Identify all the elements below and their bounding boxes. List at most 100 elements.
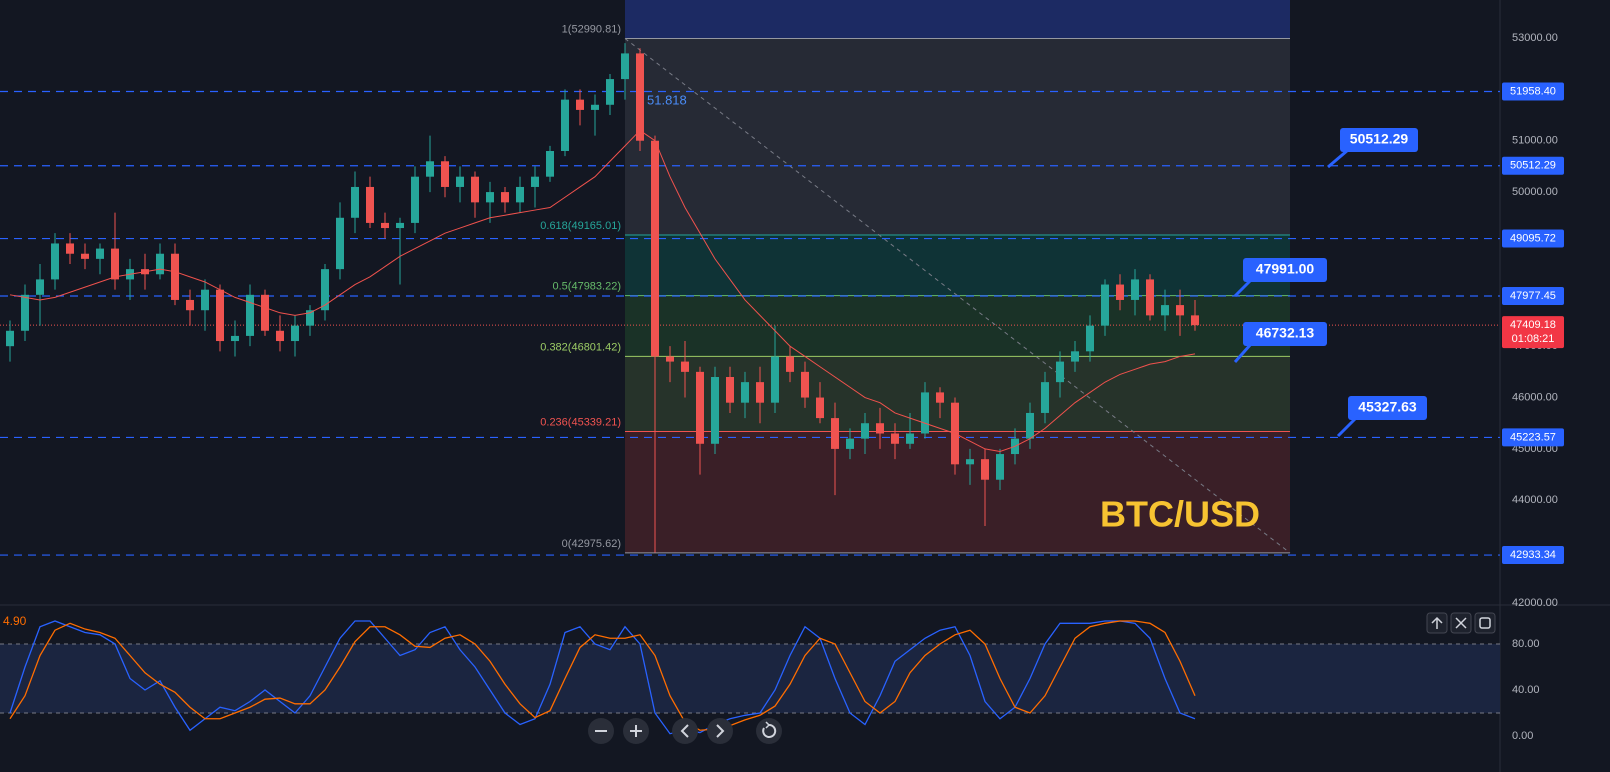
candle-body: [501, 192, 509, 203]
candle-body: [936, 392, 944, 403]
candle-body: [1146, 279, 1154, 316]
fib-zone: [625, 295, 1290, 357]
candle-body: [546, 151, 554, 177]
candle-body: [36, 279, 44, 295]
candle-body: [471, 176, 479, 203]
stoch-band: [0, 644, 1500, 713]
candle-body: [996, 454, 1004, 480]
callout-pointer: [1233, 343, 1253, 363]
pane-maximize-button[interactable]: [1474, 612, 1496, 634]
stoch-tick-label: 40.00: [1512, 684, 1540, 696]
candle-body: [771, 356, 779, 403]
stoch-tick-label: 0.00: [1512, 730, 1533, 742]
stoch-tick-label: 80.00: [1512, 638, 1540, 650]
callout-pointer: [1327, 148, 1349, 169]
candle-body: [981, 459, 989, 480]
candle-body: [456, 176, 464, 187]
candle-body: [846, 438, 854, 449]
y-tick-label: 50000.00: [1512, 186, 1558, 198]
zoom-in-button[interactable]: [623, 718, 649, 744]
candle-body: [156, 253, 164, 275]
candle-body: [1071, 351, 1079, 362]
candle-body: [1056, 361, 1064, 383]
candle-body: [1101, 284, 1109, 326]
price-label: 49095.72: [1510, 232, 1556, 244]
candle-body: [651, 140, 659, 357]
reset-button[interactable]: [756, 718, 782, 744]
y-tick-label: 42000.00: [1512, 597, 1558, 609]
candle-body: [531, 176, 539, 187]
candle-body: [81, 253, 89, 259]
callout-label: 47991.00: [1256, 261, 1315, 277]
candle-body: [1191, 315, 1199, 326]
price-label-box: [1502, 82, 1564, 101]
candle-body: [66, 243, 74, 254]
candle-body: [321, 269, 329, 311]
candle-body: [366, 186, 374, 223]
price-label: 51958.40: [1510, 85, 1556, 97]
last-price-label: 47409.18: [1510, 319, 1556, 331]
zoom-out-button[interactable]: [588, 718, 614, 744]
y-tick-label: 44000.00: [1512, 494, 1558, 506]
price-label-box: [1502, 546, 1564, 565]
candle-body: [246, 294, 254, 336]
fib-label: 0(42975.62): [562, 538, 621, 550]
candle-body: [186, 299, 194, 311]
candle-body: [906, 433, 914, 444]
candle-body: [666, 356, 674, 362]
candle-body: [381, 222, 389, 229]
candle-body: [96, 248, 104, 259]
callout-label: 45327.63: [1358, 399, 1417, 415]
candle-body: [726, 377, 734, 403]
candle-body: [681, 361, 689, 372]
candle-body: [861, 423, 869, 439]
candle-body: [21, 294, 29, 331]
scroll-left-button[interactable]: [672, 718, 698, 744]
candle-body: [51, 243, 59, 280]
candle-body: [561, 99, 569, 151]
candle-body: [801, 371, 809, 398]
callout-label: 50512.29: [1350, 131, 1409, 147]
candle-body: [171, 253, 179, 300]
callout-pointer: [1233, 278, 1253, 298]
candle-body: [921, 392, 929, 434]
candle-body: [606, 79, 614, 105]
candle-body: [741, 382, 749, 403]
candle-body: [816, 397, 824, 419]
scroll-right-button[interactable]: [707, 718, 733, 744]
price-label-box: [1502, 156, 1564, 175]
stoch-value: 4.90: [3, 614, 27, 628]
price-label: 47977.45: [1510, 290, 1556, 302]
candle-body: [966, 459, 974, 465]
candle-body: [306, 310, 314, 326]
candle-body: [876, 423, 884, 434]
pane-up-button[interactable]: [1426, 612, 1448, 634]
y-tick-label: 51000.00: [1512, 135, 1558, 147]
candle-body: [621, 53, 629, 80]
stoch-line: [9, 620, 1196, 735]
price-label: 45223.57: [1510, 431, 1556, 443]
fib-zone: [625, 234, 1290, 296]
candle-body: [1086, 325, 1094, 352]
fib-label: 0.618(49165.01): [540, 220, 621, 232]
candle-body: [231, 335, 239, 342]
moving-average: [9, 129, 1196, 452]
fib-label: 1(52990.81): [562, 23, 621, 35]
price-label-box: [1502, 428, 1564, 447]
candle-body: [891, 433, 899, 444]
candle-body: [486, 192, 494, 203]
candle-body: [591, 104, 599, 110]
pane-close-button[interactable]: [1450, 612, 1472, 634]
callout-label: 46732.13: [1256, 325, 1315, 341]
candle-body: [441, 161, 449, 187]
candle-body: [396, 222, 404, 229]
callout-box: [1340, 128, 1418, 152]
callout-pointer: [1336, 416, 1358, 438]
candle-body: [426, 161, 434, 177]
annotation: 51.818: [647, 92, 687, 107]
candle-body: [1161, 305, 1169, 316]
countdown-label: 01:08:21: [1512, 333, 1555, 345]
candle-body: [711, 377, 719, 444]
price-label: 50512.29: [1510, 160, 1556, 172]
